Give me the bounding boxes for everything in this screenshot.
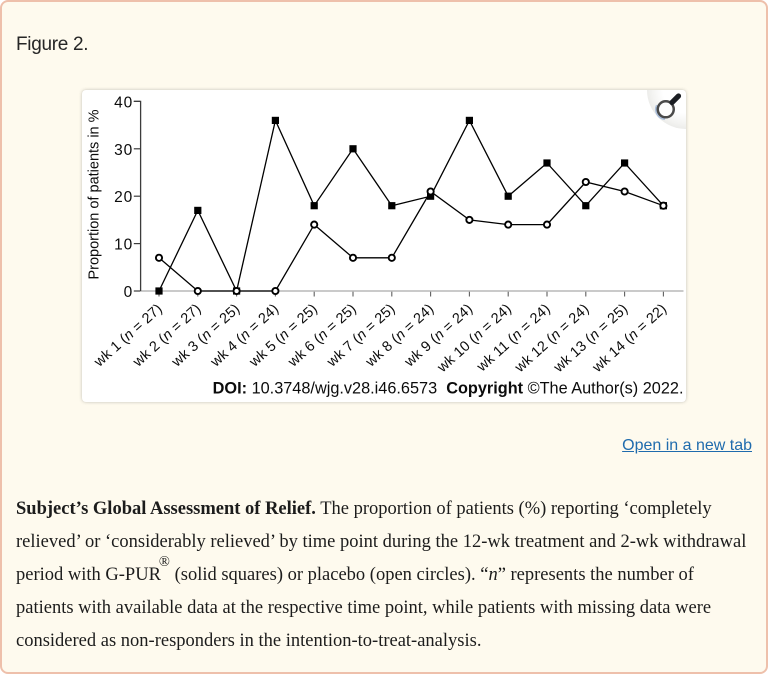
svg-text:Proportion of patients in %: Proportion of patients in % [87,109,103,279]
svg-text:40: 40 [114,94,133,111]
svg-text:0: 0 [124,284,133,301]
svg-text:10: 10 [114,237,133,254]
svg-text:20: 20 [114,189,133,206]
svg-text:30: 30 [114,142,133,159]
svg-text:DOI: 10.3748/wjg.v28.i46.6573: DOI: 10.3748/wjg.v28.i46.6573 Copyright … [213,380,684,398]
